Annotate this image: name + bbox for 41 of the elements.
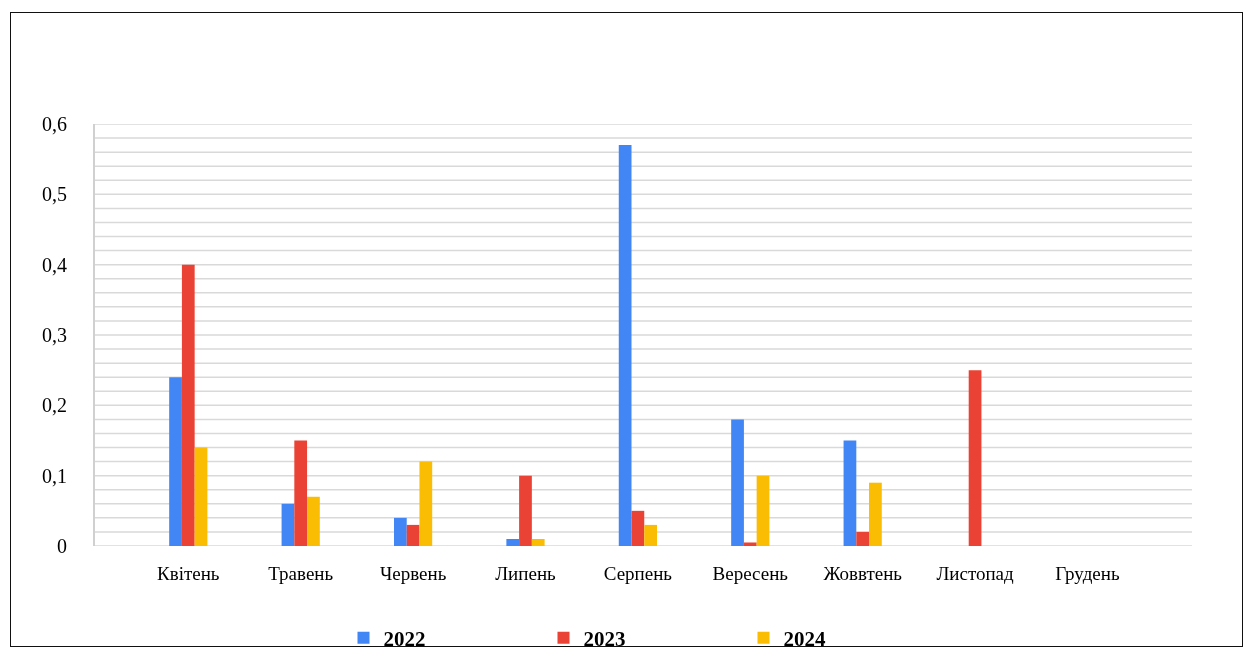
bar: [756, 475, 770, 546]
y-tick-label: 0,3: [42, 324, 67, 346]
y-tick-label: 0,5: [42, 183, 67, 206]
bar: [169, 377, 182, 546]
bar: [869, 482, 882, 546]
x-tick-label: Червень: [379, 563, 447, 584]
legend-label: 2022: [383, 626, 426, 648]
bar: [731, 419, 744, 546]
bar: [743, 542, 757, 546]
x-tick-label: Жоввтень: [823, 563, 903, 584]
bar: [393, 517, 407, 546]
bar: [506, 538, 520, 546]
bar: [294, 440, 308, 546]
bar: [419, 461, 433, 546]
bar: [307, 496, 320, 546]
bar: [194, 447, 208, 546]
bar: [406, 524, 420, 546]
y-tick-label: 0,6: [42, 113, 67, 135]
legend-label: 2023: [583, 626, 626, 648]
y-tick-label: 0: [57, 535, 67, 557]
bar: [644, 524, 657, 546]
bar: [631, 510, 645, 546]
x-tick-label: Листопад: [936, 563, 1015, 584]
x-tick-label: Квітень: [157, 563, 220, 584]
x-tick-label: Грудень: [1055, 563, 1120, 584]
bar: [531, 538, 545, 546]
bar: [281, 503, 295, 546]
x-tick-label: Серпень: [603, 563, 673, 584]
y-tick-label: 0,4: [42, 253, 67, 276]
legend-label: 2024: [783, 626, 826, 648]
bar: [519, 475, 532, 546]
x-tick-label: Липень: [495, 563, 557, 584]
bar: [856, 531, 870, 546]
y-tick-label: 0,2: [42, 394, 67, 417]
bar: [618, 145, 632, 546]
bar: [843, 440, 857, 546]
bar: [181, 264, 195, 546]
y-tick-label: 0,1: [42, 464, 67, 487]
x-tick-label: Травень: [268, 563, 334, 584]
bar: [968, 370, 982, 546]
x-tick-label: Вересень: [712, 563, 789, 584]
